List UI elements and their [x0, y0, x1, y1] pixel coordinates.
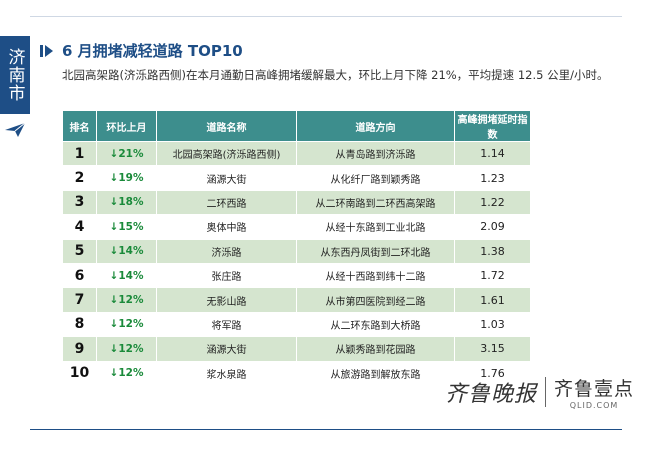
col-header-direction: 道路方向	[296, 110, 455, 142]
col-header-change: 环比上月	[96, 110, 157, 142]
publisher-logo: 齐鲁晚报 齐鲁壹点 QLID.COM	[445, 374, 634, 410]
road-cell: 济泺路	[156, 238, 297, 264]
table-row: 7 ↓12% 无影山路 从市第四医院到经二路 1.61	[62, 287, 531, 313]
change-cell: ↓15%	[96, 214, 157, 240]
change-cell: ↓14%	[96, 238, 157, 264]
play-bullet-icon	[40, 44, 53, 57]
road-cell: 浆水泉路	[156, 360, 297, 386]
direction-cell: 从青岛路到济泺路	[296, 140, 455, 167]
index-cell: 1.72	[454, 262, 531, 289]
index-cell: 1.76	[454, 360, 531, 386]
rank-cell: 1	[62, 140, 97, 167]
rank-cell: 8	[62, 311, 97, 338]
rank-cell: 5	[62, 238, 97, 264]
change-cell: ↓21%	[96, 140, 157, 167]
change-cell: ↓18%	[96, 189, 157, 216]
rank-cell: 3	[62, 189, 97, 216]
road-cell: 将军路	[156, 311, 297, 338]
ranking-table: 排名 环比上月 道路名称 道路方向 高峰拥堵延时指数 1 ↓21% 北园高架路(…	[62, 110, 531, 386]
index-cell: 3.15	[454, 336, 531, 362]
rank-cell: 10	[62, 360, 97, 386]
page-title: 6 月拥堵减轻道路 TOP10	[62, 42, 243, 60]
index-cell: 1.38	[454, 238, 531, 264]
change-cell: ↓12%	[96, 287, 157, 313]
road-cell: 张庄路	[156, 262, 297, 289]
rank-cell: 7	[62, 287, 97, 313]
col-header-rank: 排名	[62, 110, 97, 142]
road-cell: 涵源大街	[156, 336, 297, 362]
bottom-rule	[30, 429, 622, 430]
section-header: 6 月拥堵减轻道路 TOP10	[40, 40, 243, 61]
col-header-index: 高峰拥堵延时指数	[454, 110, 531, 142]
logo-yidian-cn: 齐鲁壹点	[554, 378, 635, 400]
direction-cell: 从经十西路到纬十二路	[296, 262, 455, 289]
table-row: 6 ↓14% 张庄路 从经十西路到纬十二路 1.72	[62, 262, 531, 289]
change-cell: ↓14%	[96, 262, 157, 289]
index-cell: 1.03	[454, 311, 531, 338]
logo-yidian-en: QLID.COM	[569, 401, 619, 410]
rank-cell: 9	[62, 336, 97, 362]
direction-cell: 从经十东路到工业北路	[296, 214, 455, 240]
direction-cell: 从旅游路到解放东路	[296, 360, 455, 386]
road-cell: 北园高架路(济泺路西侧)	[156, 140, 297, 167]
change-cell: ↓12%	[96, 311, 157, 338]
road-cell: 无影山路	[156, 287, 297, 313]
city-side-tab: 济南市	[0, 36, 30, 114]
rank-cell: 2	[62, 165, 97, 191]
direction-cell: 从市第四医院到经二路	[296, 287, 455, 313]
direction-cell: 从颖秀路到花园路	[296, 336, 455, 362]
table-row: 9 ↓12% 涵源大街 从颖秀路到花园路 3.15	[62, 336, 531, 362]
table-row: 2 ↓19% 涵源大街 从化纤厂路到颖秀路 1.23	[62, 165, 531, 191]
change-cell: ↓12%	[96, 360, 157, 386]
table-header-row: 排名 环比上月 道路名称 道路方向 高峰拥堵延时指数	[62, 110, 531, 142]
logo-divider	[545, 377, 547, 407]
table-row: 8 ↓12% 将军路 从二环东路到大桥路 1.03	[62, 311, 531, 338]
index-cell: 1.14	[454, 140, 531, 167]
table-row: 10 ↓12% 浆水泉路 从旅游路到解放东路 1.76	[62, 360, 531, 386]
col-header-road: 道路名称	[156, 110, 297, 142]
change-cell: ↓19%	[96, 165, 157, 191]
road-cell: 奥体中路	[156, 214, 297, 240]
table-row: 5 ↓14% 济泺路 从东西丹凤街到二环北路 1.38	[62, 238, 531, 264]
paper-plane-icon	[5, 122, 26, 137]
rank-cell: 4	[62, 214, 97, 240]
logo-qilu-evening-news: 齐鲁晚报	[445, 382, 538, 407]
summary-text: 北园高架路(济泺路西侧)在本月通勤日高峰拥堵缓解最大，环比上月下降 21%，平均…	[62, 68, 609, 82]
table-row: 1 ↓21% 北园高架路(济泺路西侧) 从青岛路到济泺路 1.14	[62, 140, 531, 167]
change-cell: ↓12%	[96, 336, 157, 362]
road-cell: 二环西路	[156, 189, 297, 216]
city-label: 济南市	[4, 48, 25, 102]
direction-cell: 从二环东路到大桥路	[296, 311, 455, 338]
index-cell: 2.09	[454, 214, 531, 240]
direction-cell: 从东西丹凤街到二环北路	[296, 238, 455, 264]
index-cell: 1.22	[454, 189, 531, 216]
logo-qilu-yidian: 齐鲁壹点 QLID.COM	[554, 374, 634, 410]
direction-cell: 从化纤厂路到颖秀路	[296, 165, 455, 191]
direction-cell: 从二环南路到二环西高架路	[296, 189, 455, 216]
top-rule	[30, 16, 622, 17]
road-cell: 涵源大街	[156, 165, 297, 191]
index-cell: 1.23	[454, 165, 531, 191]
table-row: 4 ↓15% 奥体中路 从经十东路到工业北路 2.09	[62, 214, 531, 240]
table-row: 3 ↓18% 二环西路 从二环南路到二环西高架路 1.22	[62, 189, 531, 216]
index-cell: 1.61	[454, 287, 531, 313]
rank-cell: 6	[62, 262, 97, 289]
